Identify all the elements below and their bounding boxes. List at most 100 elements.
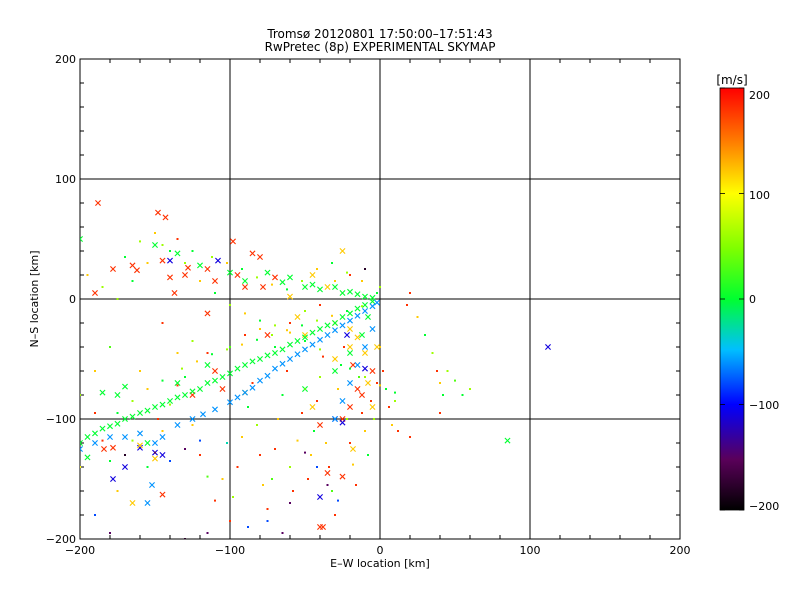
data-point-x [80, 236, 83, 242]
data-point-dot [361, 412, 363, 414]
data-point-x [212, 278, 218, 284]
data-point-dot [301, 280, 303, 282]
data-point-x [182, 272, 188, 278]
data-point-x [339, 314, 346, 320]
data-point-x [365, 314, 371, 320]
data-point-dot [382, 370, 384, 372]
data-point-dot [296, 439, 299, 442]
data-point-dot [271, 478, 273, 480]
colorbar-tick-label: −200 [749, 500, 779, 513]
data-point-dot [469, 388, 471, 390]
data-point-x [347, 326, 353, 332]
data-point-dot [184, 448, 186, 450]
data-point-x [354, 312, 361, 319]
data-point-dot [266, 508, 269, 510]
data-point-x [197, 386, 203, 392]
data-point-x [174, 422, 181, 428]
data-point-x [129, 500, 136, 506]
data-point-x [264, 269, 271, 276]
data-point-dot [416, 316, 419, 318]
data-point-dot [184, 262, 186, 264]
data-point-x [279, 360, 286, 367]
data-point-dot [370, 400, 372, 402]
data-point-dot [394, 391, 396, 394]
data-point-x [332, 416, 338, 422]
data-point-dot [157, 418, 159, 420]
data-point-x [332, 320, 338, 326]
data-point-dot [199, 454, 201, 456]
data-point-x [167, 257, 173, 264]
data-point-dot [131, 400, 134, 402]
data-point-dot [346, 418, 348, 420]
data-point-x [339, 290, 346, 296]
data-point-dot [131, 280, 134, 282]
data-point-x [350, 362, 356, 368]
data-point-dot [169, 250, 171, 252]
data-point-x [347, 288, 353, 295]
data-point-dot [244, 334, 246, 336]
data-point-x [110, 266, 116, 272]
data-point-dot [247, 406, 249, 408]
data-point-dot [256, 276, 258, 279]
data-point-dot [358, 376, 360, 378]
data-point-dot [259, 454, 261, 456]
data-point-dot [289, 322, 291, 324]
y-tick-label: −200 [46, 533, 76, 546]
data-point-dot [289, 502, 291, 504]
data-point-x [309, 272, 316, 278]
data-point-dot [316, 466, 318, 468]
data-point-dot [226, 348, 228, 351]
data-point-x [137, 442, 143, 449]
x-axis-tick-labels: −200 −100 0 100 200 [65, 544, 691, 557]
data-point-dot [94, 370, 96, 372]
data-point-dot [236, 466, 239, 468]
y-tick-label: 0 [69, 293, 76, 306]
data-point-x [155, 209, 161, 216]
data-point-dot [229, 304, 231, 306]
data-point-dot [86, 274, 89, 276]
data-point-dot [211, 353, 213, 356]
colorbar-tick-label: 0 [749, 293, 756, 306]
data-point-x [339, 248, 346, 254]
data-point-dot [221, 478, 224, 480]
data-point-dot [176, 352, 179, 354]
data-point-dot [325, 442, 327, 444]
y-tick-label: 200 [55, 53, 76, 66]
data-point-x [95, 200, 101, 206]
data-point-x [84, 434, 91, 440]
data-point-x [212, 406, 218, 413]
data-point-x [137, 410, 143, 416]
data-point-x [200, 411, 206, 418]
data-point-x [272, 350, 278, 356]
data-point-x [152, 440, 158, 446]
data-point-x [99, 389, 106, 396]
data-point-dot [206, 475, 209, 478]
data-point-dot [256, 338, 258, 341]
data-point-x [227, 370, 233, 377]
x-tick-label: −200 [65, 544, 95, 557]
data-point-dot [289, 331, 291, 334]
data-point-x [317, 326, 323, 332]
data-point-dot [124, 256, 126, 258]
data-point-dot [169, 460, 171, 462]
colorbar-ticks [720, 87, 744, 511]
data-point-x [317, 286, 323, 293]
data-point-x [212, 377, 218, 384]
data-point-dot [80, 466, 81, 468]
data-point-dot [251, 382, 254, 384]
data-point-dot [331, 314, 333, 317]
data-point-x [369, 404, 376, 410]
data-point-dot [319, 376, 321, 378]
x-tick-label: 200 [670, 544, 691, 557]
data-point-x [137, 444, 143, 451]
data-point-x [302, 346, 308, 353]
data-point-x [324, 470, 331, 476]
data-points [80, 200, 551, 539]
data-point-dot [301, 324, 303, 327]
data-point-dot [310, 454, 312, 456]
data-point-dot [289, 466, 291, 468]
data-point-dot [101, 286, 104, 288]
data-point-dot [181, 367, 183, 370]
data-point-x [234, 272, 241, 278]
